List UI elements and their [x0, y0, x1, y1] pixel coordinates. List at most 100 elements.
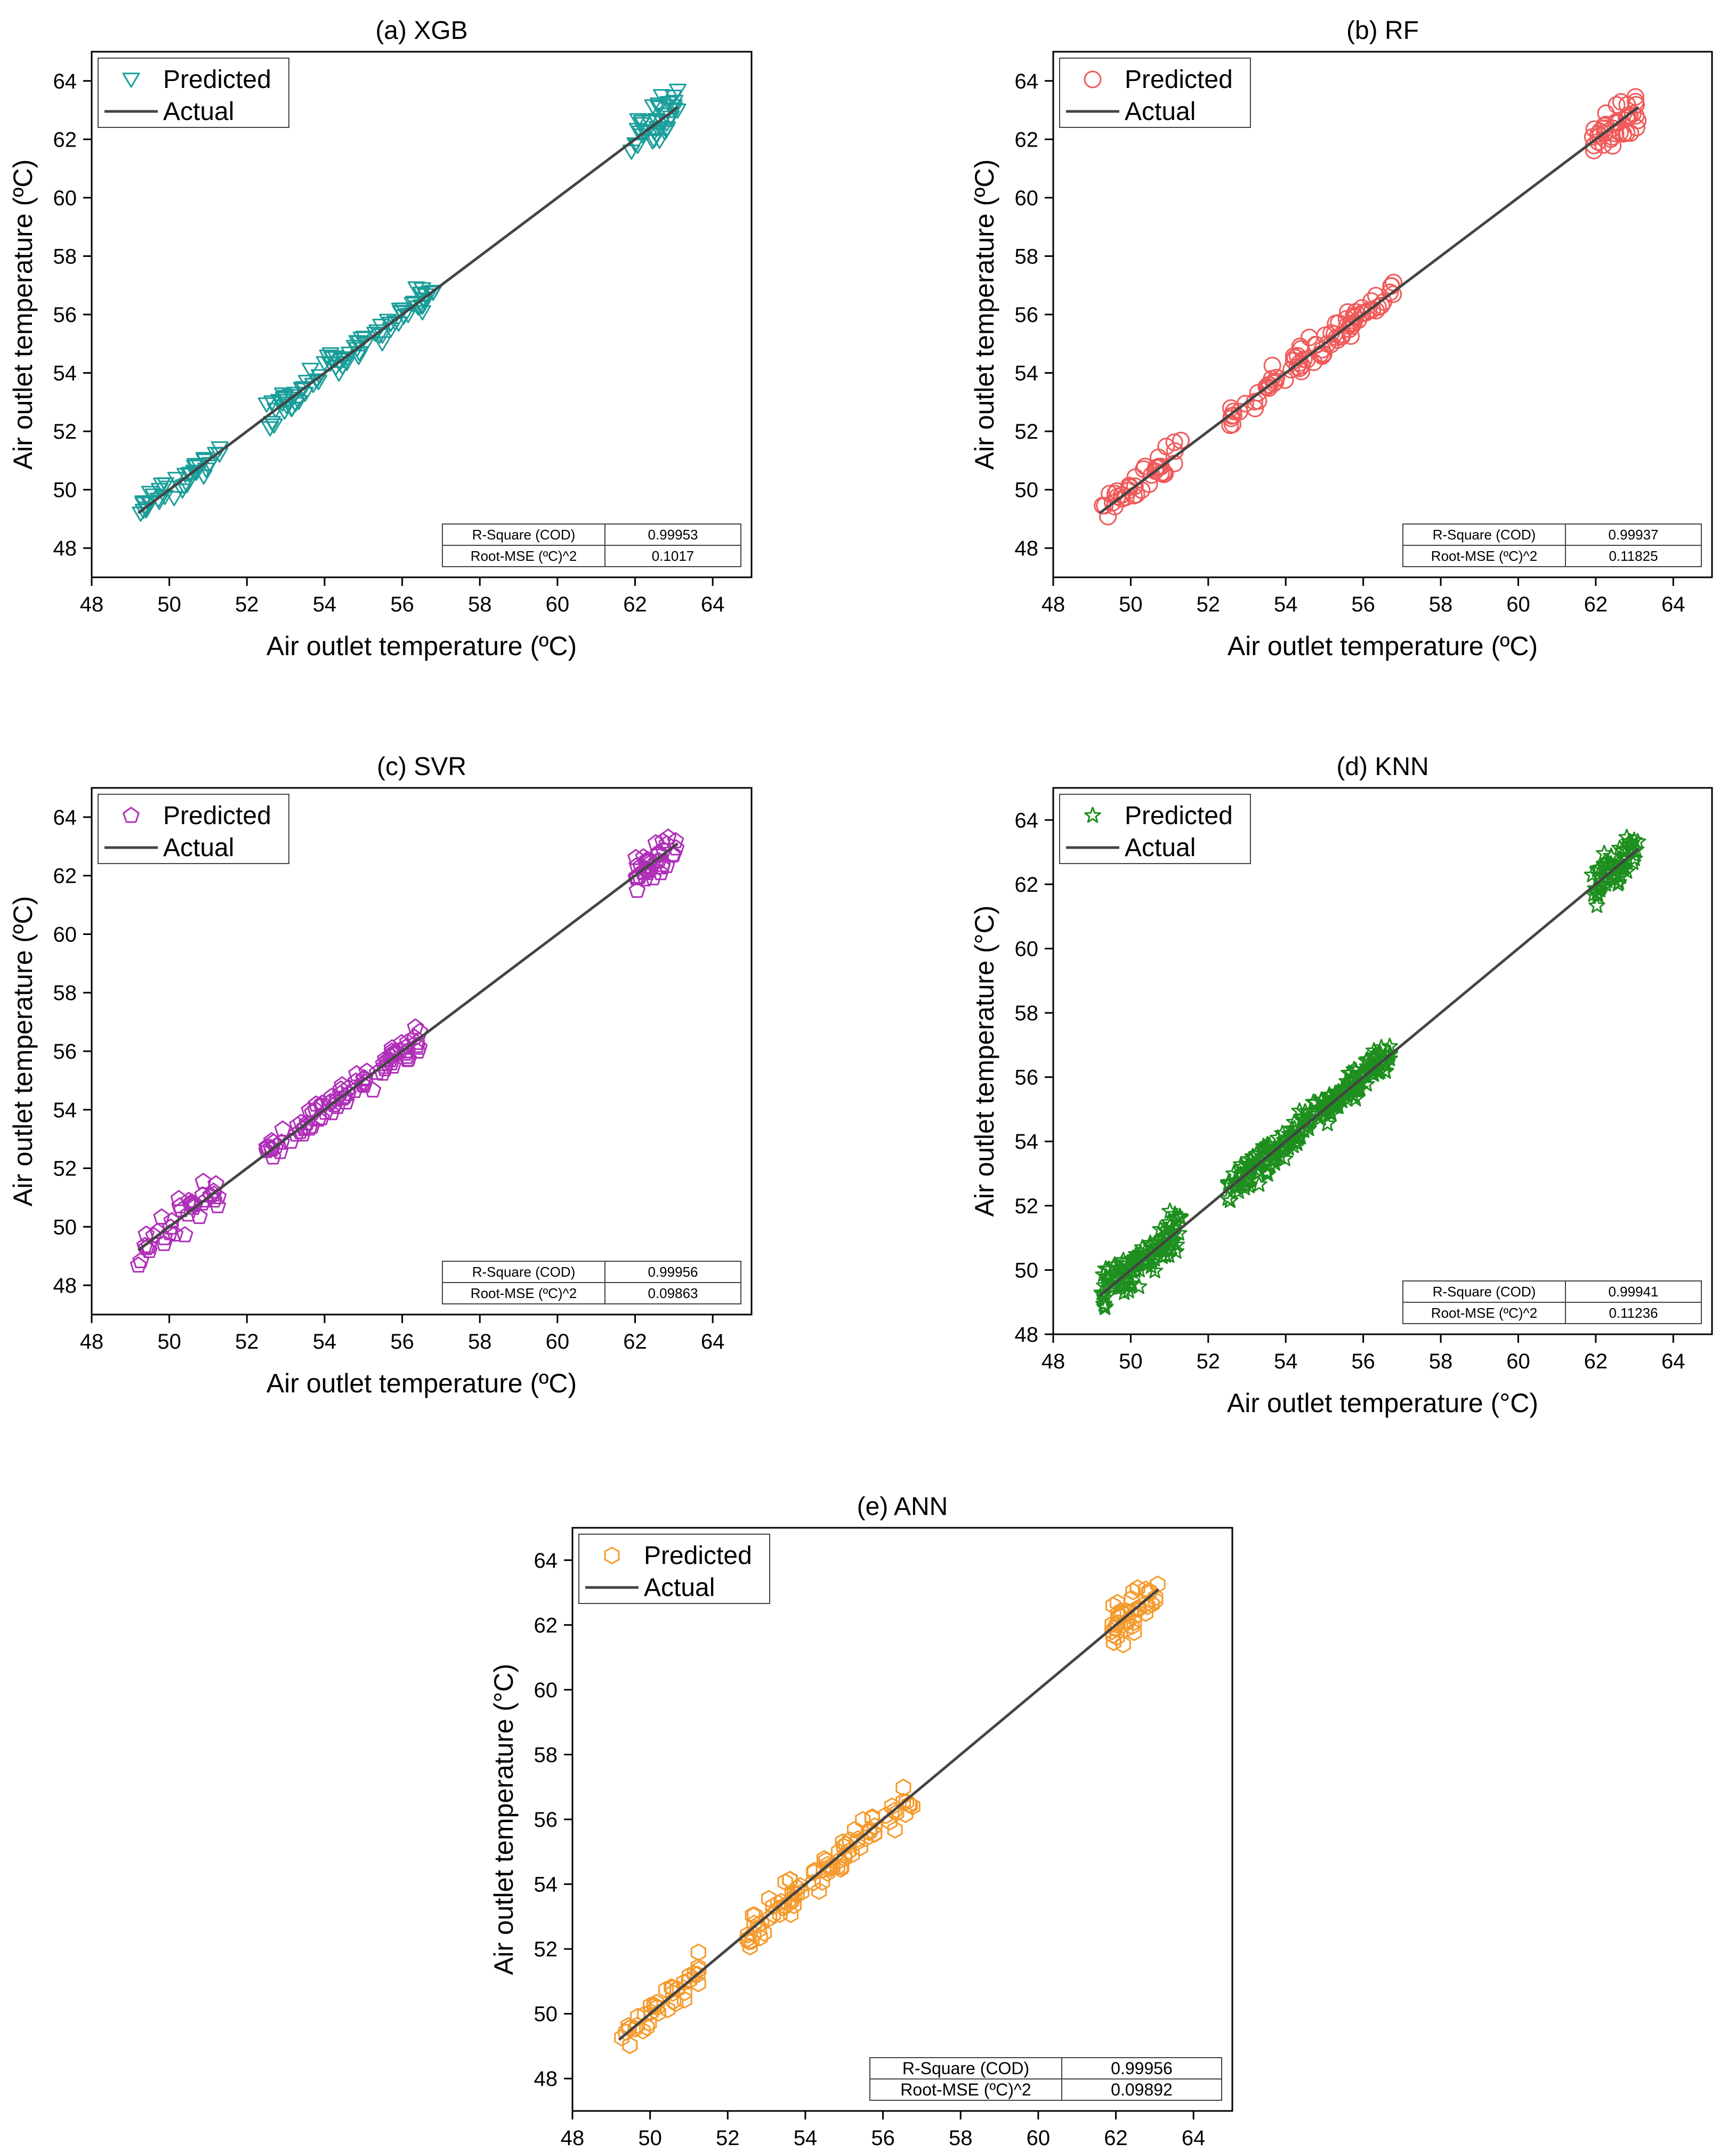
legend: Predicted Actual	[1059, 794, 1251, 864]
predicted-point	[1305, 1093, 1322, 1110]
predicted-point	[261, 421, 279, 437]
predicted-point	[1585, 141, 1603, 159]
predicted-point	[1314, 345, 1333, 364]
y-axis-ticks: 48 50 52 54 56 58 60 62 64	[53, 70, 92, 560]
predicted-point	[1129, 1599, 1145, 1617]
predicted-point	[837, 1847, 853, 1865]
x-tick-label: 48	[1041, 593, 1065, 616]
stats-value: 0.09892	[1111, 2080, 1173, 2099]
y-tick-label: 54	[53, 362, 77, 385]
y-tick-label: 64	[53, 70, 77, 93]
predicted-point	[786, 1896, 802, 1914]
predicted-point	[1220, 1173, 1238, 1190]
x-tick-label: 50	[1119, 1350, 1143, 1373]
y-tick-label: 60	[1015, 937, 1039, 961]
x-axis-label: Air outlet temperature (ºC)	[267, 1368, 577, 1398]
predicted-point	[1592, 881, 1609, 898]
predicted-point	[647, 1997, 663, 2015]
x-axis-label: Air outlet temperature (ºC)	[267, 631, 577, 661]
legend-predicted-label: Predicted	[163, 66, 271, 94]
predicted-point	[629, 113, 647, 128]
predicted-point	[1591, 127, 1609, 145]
x-tick-label: 58	[1429, 1350, 1453, 1373]
predicted-point	[1624, 105, 1642, 123]
legend-predicted-marker	[122, 72, 140, 88]
stats-value: 0.99956	[1111, 2059, 1173, 2078]
stats-label: R-Square (COD)	[472, 527, 576, 543]
predicted-point	[1129, 1579, 1145, 1597]
y-tick-label: 64	[534, 1549, 558, 1573]
predicted-point	[1377, 1053, 1394, 1070]
chart-panel-3: (c) SVR 48 50 52 54 56 58 60 62 64 48 50 52 54 56 58 60 6…	[8, 753, 753, 1398]
predicted-point	[1621, 107, 1639, 125]
stats-value: 0.11236	[1609, 1305, 1658, 1321]
y-tick-label: 50	[53, 479, 77, 502]
predicted-point	[1248, 1146, 1265, 1162]
predicted-point	[1381, 283, 1399, 301]
predicted-point	[1105, 1258, 1123, 1275]
predicted-point	[180, 1191, 198, 1208]
y-tick-label: 60	[53, 923, 77, 946]
y-tick-label: 56	[1015, 1066, 1039, 1090]
predicted-point	[1172, 1209, 1189, 1226]
predicted-point	[1289, 1134, 1306, 1151]
stats-value: 0.11825	[1609, 548, 1658, 564]
y-tick-label: 60	[53, 187, 77, 210]
stats-label: R-Square (COD)	[472, 1264, 576, 1280]
predicted-point	[176, 1226, 193, 1243]
x-axis-label: Air outlet temperature (°C)	[1227, 1388, 1538, 1418]
x-tick-label: 62	[1104, 2126, 1128, 2150]
predicted-point	[636, 870, 654, 886]
predicted-point	[181, 466, 199, 482]
x-tick-label: 54	[1274, 593, 1298, 616]
chart-title: (c) SVR	[377, 753, 466, 781]
y-tick-label: 52	[1015, 1195, 1039, 1218]
predicted-point	[399, 1042, 416, 1059]
predicted-point	[1095, 1295, 1112, 1311]
predicted-point	[153, 477, 171, 493]
x-tick-label: 50	[1119, 593, 1143, 616]
predicted-point	[1097, 1260, 1115, 1276]
legend-predicted-label: Predicted	[1125, 802, 1233, 830]
predicted-point	[1618, 841, 1635, 857]
predicted-point	[132, 1252, 149, 1268]
legend-predicted-marker	[123, 807, 140, 823]
actual-line	[618, 1588, 1160, 2041]
predicted-point	[1219, 1189, 1237, 1206]
predicted-point	[1350, 1082, 1367, 1098]
predicted-point	[1301, 1113, 1318, 1130]
predicted-point	[413, 282, 431, 297]
y-tick-label: 48	[1015, 1323, 1039, 1347]
predicted-point	[273, 396, 292, 412]
predicted-point	[167, 472, 185, 487]
y-axis-label: Air outlet temperature (ºC)	[8, 896, 38, 1206]
x-tick-label: 56	[1351, 593, 1375, 616]
y-tick-label: 52	[534, 1938, 558, 1961]
x-tick-label: 54	[313, 1330, 337, 1353]
y-tick-label: 52	[53, 420, 77, 444]
predicted-point	[141, 495, 159, 511]
predicted-point	[1625, 853, 1642, 870]
y-tick-label: 58	[53, 981, 77, 1005]
y-tick-label: 56	[534, 1808, 558, 1832]
predicted-point	[1168, 1236, 1185, 1253]
x-tick-label: 54	[1274, 1350, 1298, 1373]
predicted-point	[263, 416, 281, 431]
predicted-point	[1109, 1616, 1125, 1634]
predicted-point	[310, 375, 328, 390]
predicted-point	[369, 1063, 386, 1080]
x-axis-ticks: 48 50 52 54 56 58 60 62 64	[1041, 577, 1685, 616]
y-axis-label: Air outlet temperature (°C)	[489, 1664, 519, 1975]
y-tick-label: 60	[534, 1679, 558, 1702]
predicted-point	[635, 124, 653, 140]
y-tick-label: 58	[534, 1743, 558, 1767]
predicted-point	[288, 1125, 305, 1142]
predicted-point	[1131, 1278, 1148, 1294]
predicted-point	[1137, 1242, 1154, 1259]
predicted-point	[794, 1883, 810, 1901]
predicted-point	[1626, 88, 1644, 106]
predicted-point	[383, 1039, 401, 1055]
predicted-point	[650, 100, 668, 116]
predicted-point	[165, 491, 183, 506]
predicted-point	[783, 1905, 799, 1923]
